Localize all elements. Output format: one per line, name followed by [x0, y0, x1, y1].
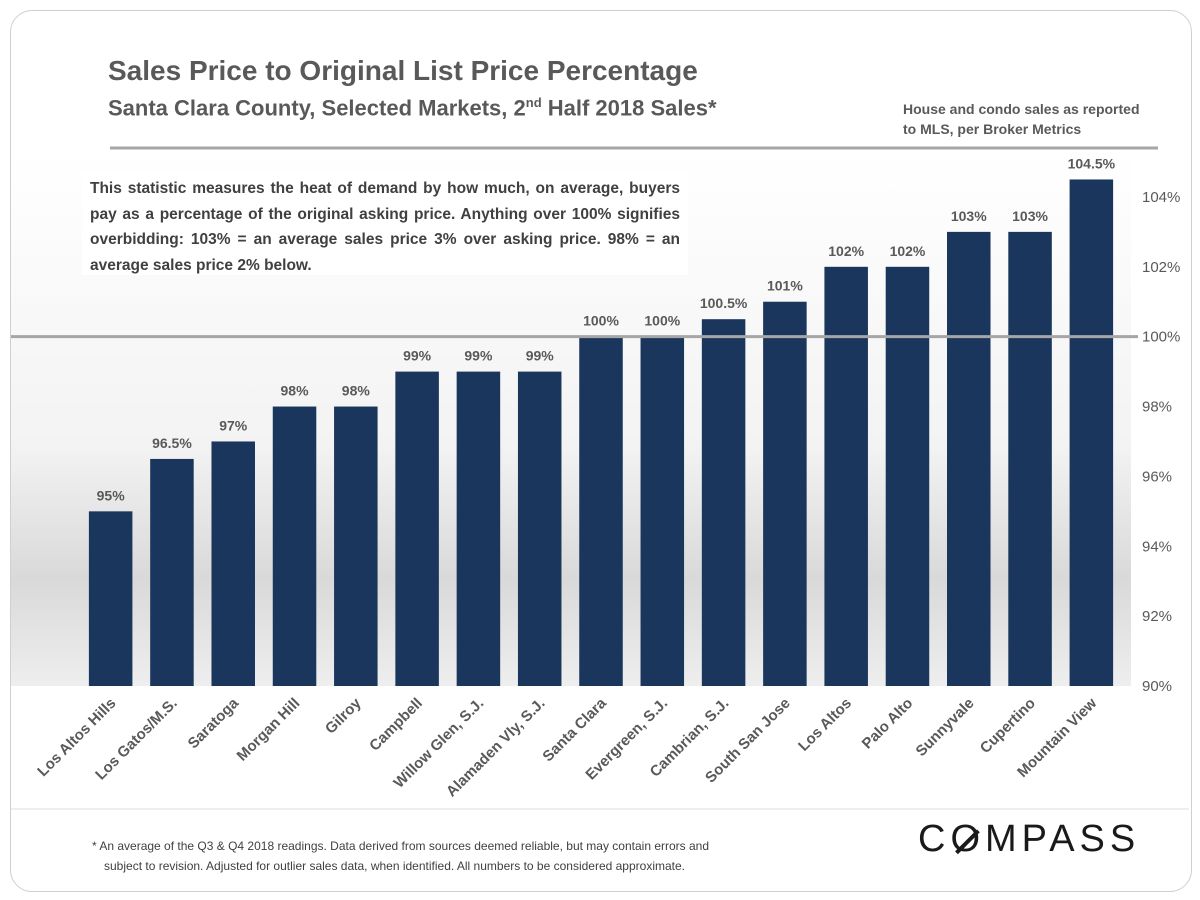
bar [640, 336, 685, 686]
bar-value-label: 99% [403, 348, 432, 364]
x-tick-label: Gilroy [322, 694, 365, 737]
bar [517, 371, 562, 686]
y-tick-label: 102% [1142, 259, 1180, 276]
footnote: * An average of the Q3 & Q4 2018 reading… [92, 836, 832, 876]
compass-logo: COMPASS [918, 818, 1140, 861]
bar [88, 511, 133, 686]
bar-value-label: 104.5% [1068, 155, 1116, 171]
x-tick-label: Palo Alto [859, 695, 917, 753]
subtitle-text: Santa Clara County, Selected Markets, 2 [108, 95, 526, 121]
bar-value-label: 101% [767, 278, 803, 294]
bar-value-label: 98% [281, 383, 310, 399]
bar [272, 406, 317, 686]
bar [763, 301, 807, 686]
bar-value-label: 102% [890, 243, 926, 259]
bar-value-label: 100% [644, 313, 680, 329]
x-tick-label: Sunnyvale [913, 695, 978, 760]
bar [947, 231, 991, 686]
bar [701, 319, 746, 686]
y-tick-label: 90% [1142, 678, 1172, 695]
y-tick-label: 92% [1142, 608, 1172, 625]
bar-value-label: 95% [97, 487, 126, 503]
bar-value-label: 96.5% [152, 435, 192, 451]
source-note-line: to MLS, per Broker Metrics [903, 121, 1082, 137]
footnote-line: * An average of the Q3 & Q4 2018 reading… [92, 839, 710, 853]
y-tick-label: 94% [1142, 538, 1172, 555]
bar-value-label: 103% [1012, 208, 1048, 224]
bar-value-label: 103% [951, 208, 987, 224]
x-tick-label: Morgan Hill [234, 695, 304, 765]
chart-title: Sales Price to Original List Price Perce… [108, 55, 698, 86]
bar-value-label: 97% [219, 417, 248, 433]
logo-o: O [950, 818, 986, 860]
y-tick-label: 100% [1142, 329, 1180, 346]
bar [1008, 231, 1052, 686]
bar-value-label: 100% [583, 313, 619, 329]
bar-value-label: 102% [828, 243, 864, 259]
footnote-line: subject to revision. Adjusted for outlie… [104, 859, 685, 873]
y-tick-label: 98% [1142, 399, 1172, 416]
y-tick-label: 104% [1142, 189, 1180, 206]
x-tick-label: Los Altos [795, 695, 855, 755]
bar [1069, 179, 1114, 686]
bar-value-label: 99% [526, 348, 555, 364]
bar [456, 371, 501, 686]
subtitle-superscript: nd [525, 95, 542, 110]
y-tick-label: 96% [1142, 468, 1172, 485]
bar [334, 406, 378, 686]
bar-value-label: 99% [464, 348, 493, 364]
x-tick-label: Saratoga [185, 694, 243, 752]
bar [579, 336, 623, 686]
x-tick-label: Campbell [366, 695, 426, 755]
bar [395, 371, 439, 686]
chart-subtitle: Santa Clara County, Selected Markets, 2n… [108, 95, 717, 121]
source-note-line: House and condo sales as reported [903, 101, 1140, 117]
logo-text-end: MPASS [985, 818, 1141, 860]
explanation-note: This statistic measures the heat of dema… [82, 172, 688, 275]
bar [150, 458, 194, 686]
subtitle-text-end: Half 2018 Sales* [541, 95, 717, 121]
logo-text: C [918, 818, 951, 860]
bar [885, 266, 930, 686]
bar [824, 266, 868, 686]
bar [211, 441, 255, 686]
source-note: House and condo sales as reported to MLS… [903, 99, 1173, 139]
x-tick-label: Cupertino [977, 695, 1039, 757]
bar-value-label: 100.5% [700, 295, 748, 311]
bar-value-label: 98% [342, 383, 371, 399]
